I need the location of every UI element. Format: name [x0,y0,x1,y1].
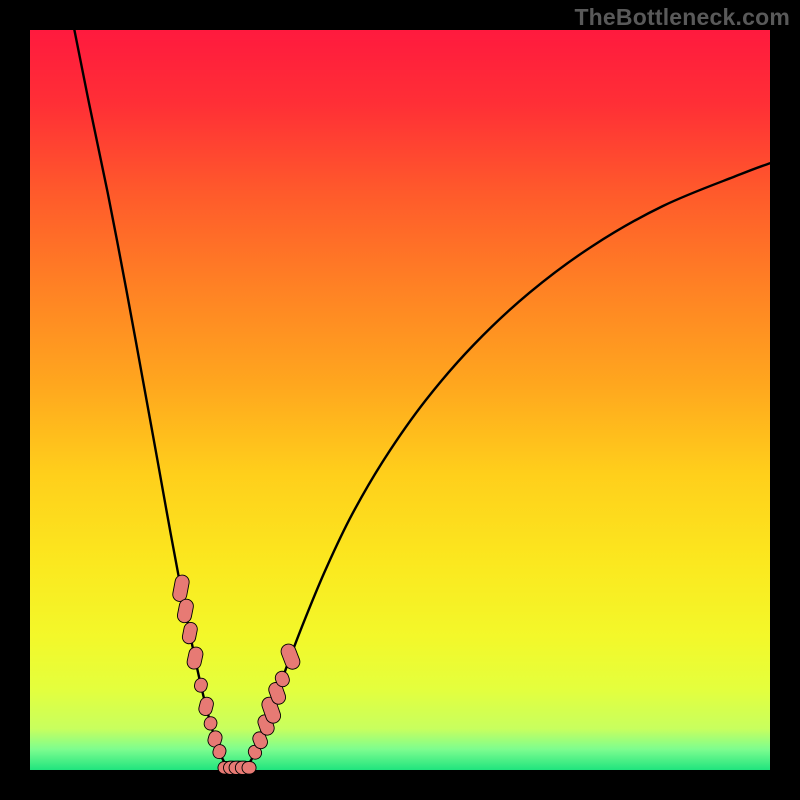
chart-container: { "watermark": { "text": "TheBottleneck.… [0,0,800,800]
chart-background [30,30,770,770]
watermark-text: TheBottleneck.com [574,4,790,31]
curve-marker [242,761,256,774]
bottleneck-chart [0,0,800,800]
